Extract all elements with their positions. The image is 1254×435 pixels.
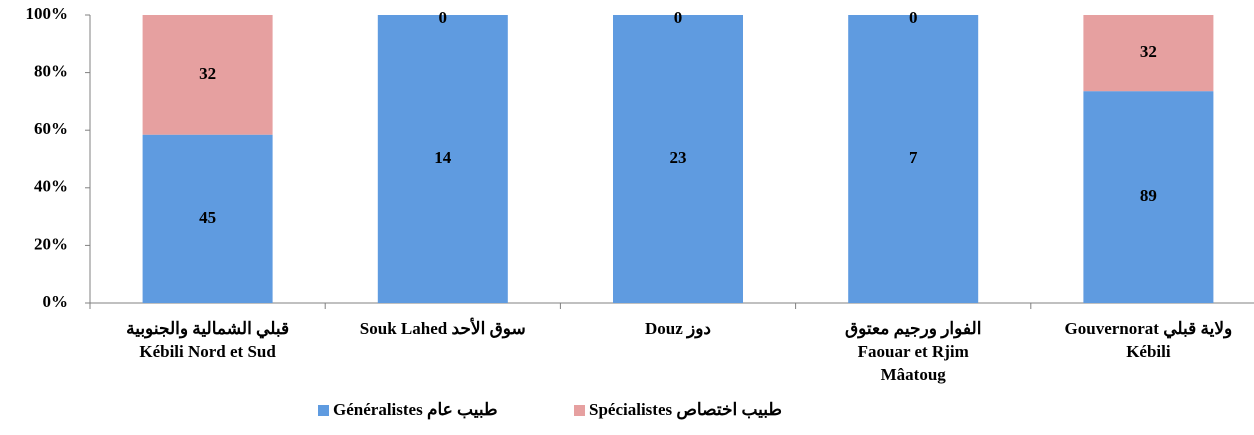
data-label: 32 [1140, 42, 1157, 61]
data-label: 0 [909, 8, 918, 27]
data-label: 32 [199, 64, 216, 83]
y-tick-label: 40% [34, 177, 68, 196]
bar-segment [1083, 15, 1214, 92]
data-label: 0 [674, 8, 683, 27]
legend-label: Spécialistes طبيب اختصاص [589, 400, 782, 420]
y-tick-label: 20% [34, 234, 68, 253]
x-tick-label: Kébili Nord et Sud [139, 342, 276, 361]
y-tick-label: 100% [26, 4, 69, 23]
x-tick-label: الفوار ورجيم معتوق [845, 319, 982, 339]
y-tick-label: 80% [34, 62, 68, 81]
x-tick-label: Gouvernorat ولاية قبلي [1065, 319, 1233, 339]
x-tick-label: Souk Lahed سوق الأحد [360, 317, 526, 339]
data-label: 7 [909, 148, 918, 167]
data-label: 0 [439, 8, 448, 27]
bar-segment [142, 134, 273, 303]
bar-segment [1083, 91, 1214, 304]
data-label: 14 [434, 148, 452, 167]
y-tick-label: 60% [34, 119, 68, 138]
x-tick-label: Douz دوز [645, 319, 711, 339]
bar-segment [848, 15, 979, 303]
bar-segment [377, 15, 508, 303]
legend-label: Généralistes طبيب عام [333, 400, 498, 420]
legend-swatch [574, 405, 585, 416]
legend-swatch [318, 405, 329, 416]
x-tick-label: قبلي الشمالية والجنوبية [126, 319, 289, 339]
data-label: 23 [670, 148, 687, 167]
bar-segment [142, 15, 273, 135]
x-tick-label: Faouar et Rjim [858, 342, 969, 361]
data-label: 89 [1140, 186, 1157, 205]
y-tick-label: 0% [43, 292, 69, 311]
x-tick-label: Kébili [1126, 342, 1171, 361]
bar-segment [613, 15, 743, 303]
x-tick-label: Mâatoug [881, 365, 947, 384]
data-label: 45 [199, 208, 216, 227]
